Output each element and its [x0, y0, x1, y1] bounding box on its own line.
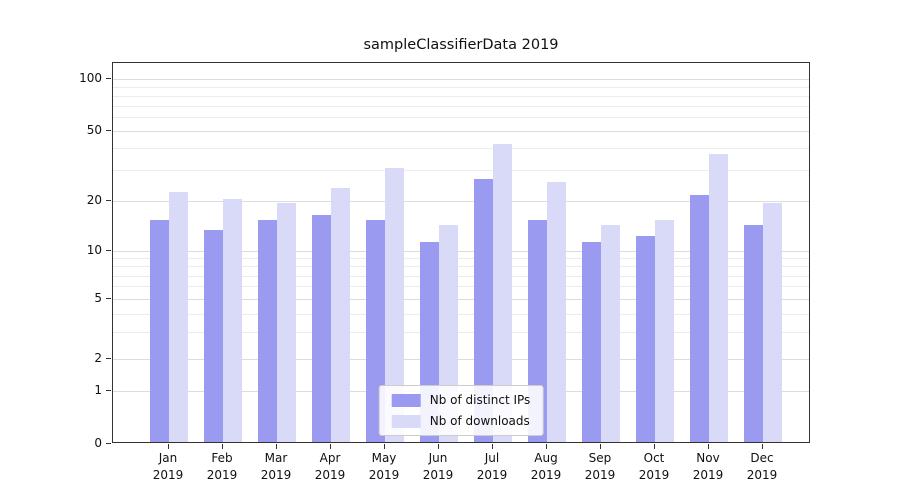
- x-tick-mark: [492, 444, 493, 449]
- bar-aug-series1: [547, 181, 566, 442]
- gridline: [113, 250, 809, 252]
- x-tick-label: May 2019: [368, 451, 400, 482]
- bar-jul-series1: [493, 144, 512, 442]
- y-tick-mark: [106, 78, 111, 79]
- bar-mar-series0: [258, 219, 277, 442]
- gridline: [113, 117, 809, 119]
- y-tick-mark: [106, 358, 111, 359]
- x-tick-label: Mar 2019: [260, 451, 292, 482]
- legend-swatch-distinct-ips: [391, 393, 421, 407]
- y-tick-mark: [106, 443, 111, 444]
- gridline: [113, 258, 809, 260]
- gridline: [113, 275, 809, 277]
- x-tick-label: Jan 2019: [152, 451, 184, 482]
- bar-dec-series0: [744, 224, 763, 442]
- x-tick-mark: [330, 444, 331, 449]
- x-tick-mark: [762, 444, 763, 449]
- x-tick-mark: [222, 444, 223, 449]
- legend-swatch-downloads: [391, 414, 421, 428]
- x-tick-label: Apr 2019: [314, 451, 346, 482]
- gridline: [113, 79, 809, 80]
- x-tick-mark: [600, 444, 601, 449]
- gridline: [113, 298, 809, 300]
- bar-feb-series1: [223, 198, 242, 442]
- bar-oct-series0: [636, 235, 655, 442]
- bar-nov-series1: [709, 154, 728, 442]
- bar-sep-series0: [582, 242, 601, 442]
- chart-title: sampleClassifierData 2019: [363, 37, 559, 53]
- legend: Nb of distinct IPs Nb of downloads: [378, 385, 544, 436]
- legend-label-downloads: Nb of downloads: [429, 414, 530, 428]
- legend-label-distinct-ips: Nb of distinct IPs: [429, 393, 531, 407]
- x-tick-label: Feb 2019: [206, 451, 238, 482]
- x-tick-mark: [708, 444, 709, 449]
- x-tick-label: Nov 2019: [692, 451, 724, 482]
- bar-dec-series1: [763, 202, 782, 442]
- y-tick-label: 0: [94, 436, 102, 450]
- y-tick-label: 2: [94, 351, 102, 365]
- x-tick-mark: [654, 444, 655, 449]
- y-tick-label: 1: [94, 383, 102, 397]
- x-tick-label: Jun 2019: [422, 451, 454, 482]
- x-tick-label: Oct 2019: [638, 451, 670, 482]
- gridline: [113, 332, 809, 334]
- bar-jul-series0: [474, 178, 493, 442]
- gridlines-layer: [113, 63, 809, 442]
- bar-feb-series0: [204, 229, 223, 442]
- legend-item-distinct-ips: Nb of distinct IPs: [391, 393, 531, 407]
- x-tick-mark: [384, 444, 385, 449]
- gridline: [113, 286, 809, 288]
- gridline: [113, 105, 809, 107]
- x-tick-label: Jul 2019: [476, 451, 508, 482]
- gridline: [113, 313, 809, 315]
- bar-apr-series0: [312, 215, 331, 442]
- x-tick-mark: [438, 444, 439, 449]
- gridline: [113, 200, 809, 202]
- bar-jan-series1: [169, 191, 188, 442]
- legend-item-downloads: Nb of downloads: [391, 414, 531, 428]
- y-tick-mark: [106, 249, 111, 251]
- y-tick-mark: [106, 199, 111, 201]
- x-tick-label: Sep 2019: [584, 451, 616, 482]
- y-tick-mark: [106, 390, 111, 391]
- bar-apr-series1: [331, 188, 350, 442]
- y-tick-label: 100: [79, 71, 102, 85]
- bar-sep-series1: [601, 224, 620, 442]
- gridline: [113, 147, 809, 149]
- gridline: [113, 95, 809, 97]
- y-tick-mark: [106, 129, 111, 131]
- bar-jan-series0: [150, 219, 169, 442]
- x-tick-mark: [276, 444, 277, 449]
- bar-may-series1: [385, 167, 404, 442]
- gridline: [113, 86, 809, 88]
- y-tick-mark: [106, 297, 111, 299]
- y-tick-label: 10: [86, 242, 102, 257]
- gridline: [113, 130, 809, 132]
- gridline: [113, 266, 809, 268]
- x-tick-label: Dec 2019: [746, 451, 778, 482]
- y-tick-label: 20: [86, 192, 102, 207]
- bar-nov-series0: [690, 195, 709, 442]
- x-tick-mark: [546, 444, 547, 449]
- y-tick-label: 5: [94, 290, 102, 305]
- gridline: [113, 359, 809, 360]
- bar-oct-series1: [655, 219, 674, 442]
- plot-area: Nb of distinct IPs Nb of downloads: [112, 62, 810, 443]
- x-tick-label: Aug 2019: [530, 451, 562, 482]
- y-tick-label: 50: [86, 122, 102, 137]
- bar-mar-series1: [277, 202, 296, 442]
- x-tick-mark: [168, 444, 169, 449]
- gridline: [113, 169, 809, 171]
